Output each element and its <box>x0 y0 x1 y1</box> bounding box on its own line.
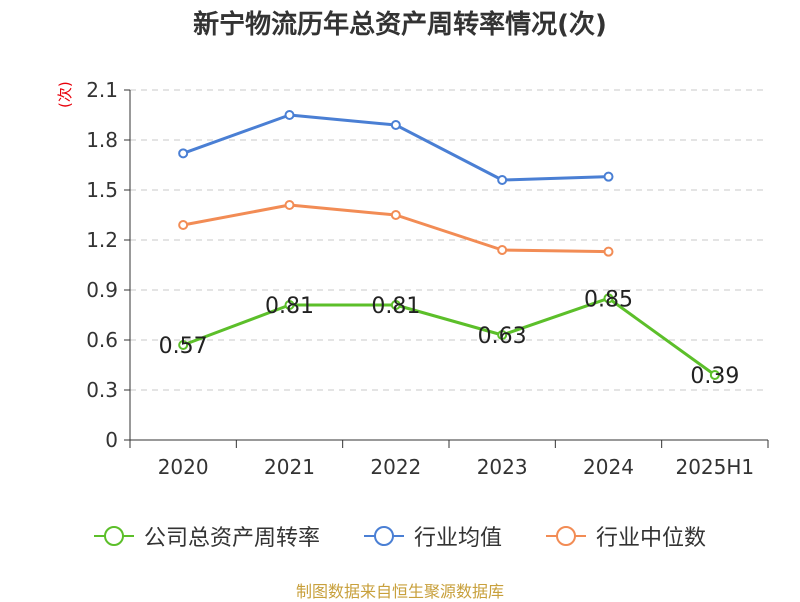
y-tick-label: 0.9 <box>86 278 118 302</box>
line-chart: 0 0.3 0.6 0.9 1.2 1.5 1.8 2.1 2020 2021 2022 2023 20… <box>86 78 769 479</box>
y-tick-label: 1.8 <box>86 128 118 152</box>
data-point <box>603 293 614 304</box>
legend-item-company[interactable]: 公司总资产周转率 <box>93 520 320 552</box>
x-tick-label: 2022 <box>370 455 421 479</box>
data-point <box>390 120 401 130</box>
y-tick-label: 2.1 <box>86 78 118 102</box>
legend-marker-industry-median <box>546 526 586 546</box>
data-label: 0.81 <box>265 294 314 319</box>
legend-item-industry-median[interactable]: 行业中位数 <box>546 520 706 552</box>
chart-title: 新宁物流历年总资产周转率情况(次) <box>193 10 607 40</box>
data-point <box>603 171 614 182</box>
data-point <box>603 246 614 257</box>
legend: 公司总资产周转率 行业均值 行业中位数 <box>0 520 800 552</box>
data-point <box>178 148 189 159</box>
legend-label-industry-mean: 行业均值 <box>413 526 502 551</box>
data-source: 制图数据来自恒生聚源数据库 <box>295 582 504 601</box>
data-point <box>178 220 189 230</box>
data-point <box>284 300 295 310</box>
legend-marker-company <box>93 526 134 546</box>
x-tick-label: 2021 <box>264 455 315 479</box>
series-line <box>182 296 716 377</box>
data-point <box>497 245 508 255</box>
y-tick-label: 0.3 <box>86 378 118 402</box>
data-point <box>390 300 401 310</box>
data-label: 0.85 <box>584 287 633 312</box>
data-label: 0.57 <box>159 334 208 359</box>
legend-item-industry-mean[interactable]: 行业均值 <box>363 520 502 552</box>
data-point <box>497 175 508 185</box>
legend-label-company: 公司总资产周转率 <box>143 526 320 551</box>
x-tick-label: 2025H1 <box>675 455 754 479</box>
y-tick-label: 0.6 <box>86 328 118 352</box>
y-tick-label: 0 <box>105 428 118 452</box>
data-point <box>284 200 295 210</box>
y-tick-label: 1.2 <box>86 228 118 252</box>
x-tick-label: 2024 <box>583 455 634 479</box>
data-label: 0.63 <box>478 324 527 349</box>
data-label: 0.81 <box>371 294 420 319</box>
data-point <box>178 340 189 350</box>
data-point <box>497 330 508 340</box>
legend-label-industry-median: 行业中位数 <box>596 526 707 551</box>
data-point <box>284 110 295 120</box>
x-tick-label: 2020 <box>158 455 209 479</box>
legend-marker-industry-mean <box>363 526 404 546</box>
data-label: 0.39 <box>690 364 739 389</box>
data-point <box>709 370 720 380</box>
x-tick-label: 2023 <box>477 455 528 479</box>
y-tick-label: 1.5 <box>86 178 118 202</box>
data-point <box>390 210 401 220</box>
